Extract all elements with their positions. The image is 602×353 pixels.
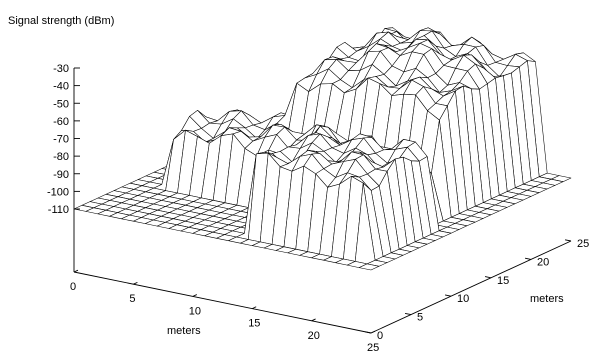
y-tick-label: 5 (417, 312, 423, 324)
z-tick-label: -80 (53, 151, 69, 163)
y-tick-label: 20 (537, 256, 549, 268)
axes-frame (73, 68, 572, 334)
y-tick-mark (564, 239, 572, 242)
x-axis-line (73, 271, 372, 334)
z-tick-label: -100 (47, 186, 69, 198)
x-tick-label: 5 (129, 293, 135, 305)
y-axis-line (370, 240, 572, 334)
x-tick-label: 25 (367, 342, 379, 353)
z-tick-label: -60 (53, 116, 69, 128)
y-tick-label: 0 (377, 330, 383, 342)
axis-ticks: 05101520250510152025-30-40-50-60-70-80-9… (47, 63, 589, 353)
surface-cell (358, 263, 380, 271)
y-tick-mark (444, 294, 452, 297)
x-tick-mark (252, 306, 257, 310)
z-tick-label: -70 (53, 134, 69, 146)
z-tick-label: -40 (53, 81, 69, 93)
y-tick-label: 10 (457, 293, 469, 305)
x-axis-label: meters (167, 325, 201, 337)
x-tick-label: 20 (308, 330, 320, 342)
x-tick-mark (370, 330, 376, 334)
y-tick-label: 15 (497, 275, 509, 287)
z-tick-label: -110 (48, 204, 69, 216)
surface-mesh (73, 27, 572, 271)
y-tick-mark (404, 312, 412, 316)
y-tick-mark (484, 276, 492, 279)
y-axis-label: meters (530, 293, 564, 305)
x-tick-label: 15 (248, 318, 260, 330)
x-tick-mark (73, 269, 79, 273)
z-tick-label: -50 (53, 98, 69, 110)
x-tick-label: 10 (189, 305, 201, 317)
x-tick-mark (192, 294, 197, 297)
z-axis-label: Signal strength (dBm) (8, 15, 114, 27)
z-tick-label: -30 (53, 63, 69, 75)
y-tick-mark (364, 331, 372, 334)
x-tick-mark (311, 318, 316, 322)
y-tick-mark (524, 257, 532, 260)
z-tick-label: -90 (53, 169, 69, 181)
y-tick-label: 25 (577, 238, 589, 250)
x-tick-label: 0 (70, 281, 76, 293)
x-tick-mark (133, 281, 138, 285)
